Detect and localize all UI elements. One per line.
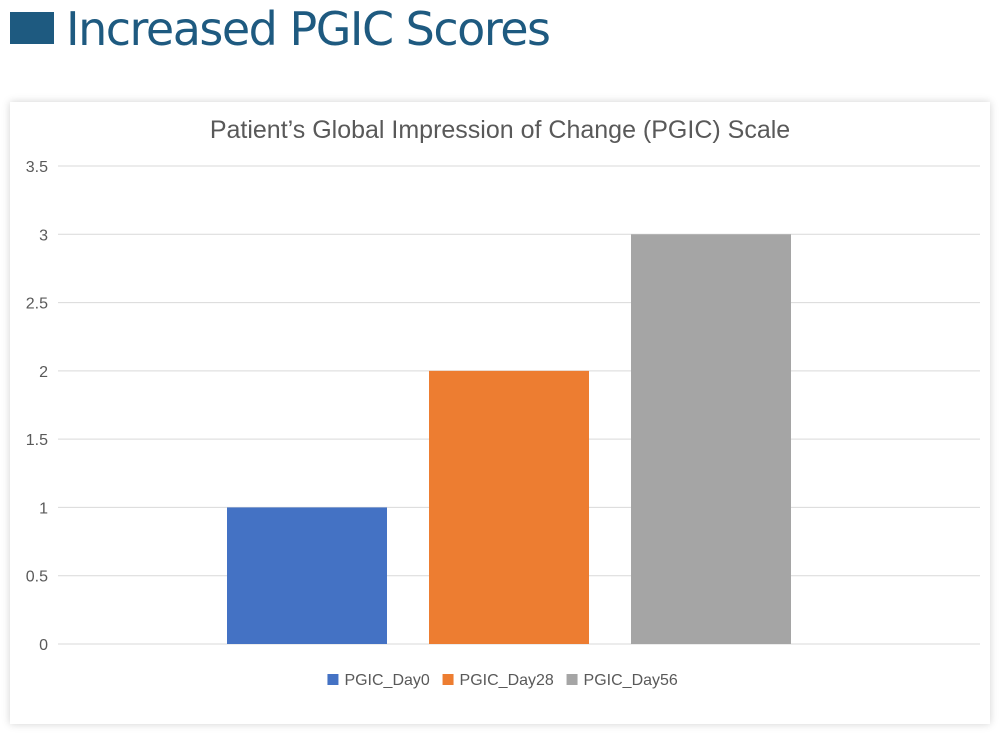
y-tick-label: 1 <box>39 500 48 517</box>
bar-pgic-day28 <box>429 370 589 644</box>
legend-swatch <box>442 674 454 685</box>
legend-label: PGIC_Day28 <box>460 672 554 689</box>
legend-label: PGIC_Day0 <box>344 672 429 689</box>
bar-pgic-day0 <box>227 507 387 644</box>
pgic-bar-chart: Patient’s Global Impression of Change (P… <box>26 116 980 689</box>
bar-pgic-day56 <box>631 234 791 645</box>
chart-card: Patient’s Global Impression of Change (P… <box>10 102 990 724</box>
y-tick-label: 0 <box>39 637 48 654</box>
legend-swatch <box>327 674 339 685</box>
y-tick-label: 3 <box>39 227 48 244</box>
y-tick-label: 2.5 <box>26 296 48 313</box>
title-accent-block <box>10 12 54 44</box>
y-tick-label: 0.5 <box>26 569 48 586</box>
y-tick-label: 3.5 <box>26 159 48 176</box>
legend-swatch <box>566 674 578 685</box>
chart-title: Patient’s Global Impression of Change (P… <box>210 116 790 144</box>
y-tick-label: 2 <box>39 364 48 381</box>
y-tick-label: 1.5 <box>26 432 48 449</box>
page-title: Increased PGIC Scores <box>66 2 551 56</box>
legend-label: PGIC_Day56 <box>584 672 678 689</box>
